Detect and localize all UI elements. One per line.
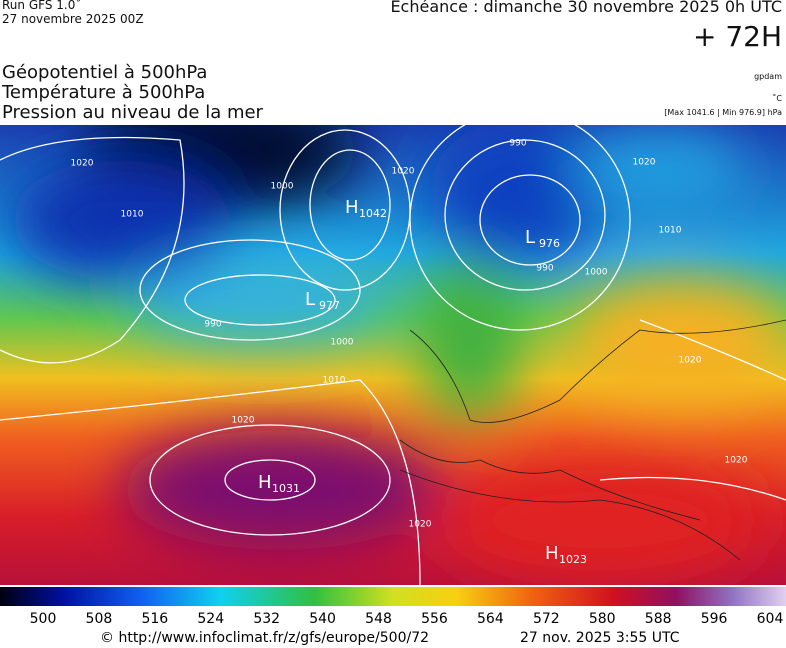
isobar-label: 1010 [121, 210, 144, 220]
isobars [0, 125, 786, 585]
unit: ˚C [772, 94, 782, 103]
isobar-label: 1020 [392, 167, 415, 177]
colorbar-label: 500 [30, 611, 57, 627]
isobar-label: 1020 [409, 520, 432, 530]
isobar-label: 1000 [585, 268, 608, 278]
unit: [Max 1041.6 | Min 976.9] hPa [664, 108, 782, 117]
isobar-label: 1020 [633, 158, 656, 168]
colorbar-label: 508 [86, 611, 113, 627]
run-date: 27 novembre 2025 00Z [2, 12, 144, 26]
colorbar-label: 564 [477, 611, 504, 627]
colorbar-label: 532 [253, 611, 280, 627]
isobar-label: 1010 [323, 376, 346, 386]
isobar-label: 1020 [679, 356, 702, 366]
run: Run GFS 1.0˚ [2, 0, 82, 12]
field: Géopotentiel à 500hPa [2, 62, 208, 83]
isobar-label: 1000 [331, 338, 354, 348]
colorbar-label: 540 [309, 611, 336, 627]
isobar-label: 1020 [232, 416, 255, 426]
colorbar-label: 556 [421, 611, 448, 627]
field: Pression au niveau de la mer [2, 102, 263, 123]
center-value: 976 [539, 237, 560, 250]
center-letter: H [545, 543, 559, 564]
center-letter: L [305, 289, 315, 310]
colorbar-label: 572 [533, 611, 560, 627]
isobar-label: 1020 [71, 159, 94, 169]
center-value: 1042 [359, 207, 387, 220]
field-map [0, 125, 786, 585]
echeance: Echéance : dimanche 30 novembre 2025 0h … [390, 0, 782, 16]
center-letter: L [525, 227, 535, 248]
isobar-label: 1010 [659, 226, 682, 236]
lead-time: + 72H [692, 20, 782, 53]
center-value: 1031 [272, 482, 300, 495]
footer-time: 27 nov. 2025 3:55 UTC [520, 630, 680, 646]
field: Température à 500hPa [2, 82, 206, 103]
colorbar [0, 587, 786, 606]
isobar-label: 1000 [271, 182, 294, 192]
coastlines [399, 319, 786, 561]
colorbar-label: 524 [197, 611, 224, 627]
colorbar-label: 516 [141, 611, 168, 627]
colorbar-label: 604 [757, 611, 784, 627]
footer-url: © http://www.infoclimat.fr/z/gfs/europe/… [100, 630, 429, 646]
colorbar-label: 596 [701, 611, 728, 627]
colorbar-label: 580 [589, 611, 616, 627]
isobar-label: 990 [536, 264, 553, 274]
center-letter: H [345, 197, 359, 218]
colorbar-label: 588 [645, 611, 672, 627]
center-letter: H [258, 472, 272, 493]
isobar-label: 990 [204, 320, 221, 330]
center-value: 977 [319, 299, 340, 312]
colorbar-label: 548 [365, 611, 392, 627]
isobar-label: 990 [509, 139, 526, 149]
isobar-label: 1020 [725, 456, 748, 466]
unit: gpdam [754, 72, 782, 81]
center-value: 1023 [559, 553, 587, 566]
